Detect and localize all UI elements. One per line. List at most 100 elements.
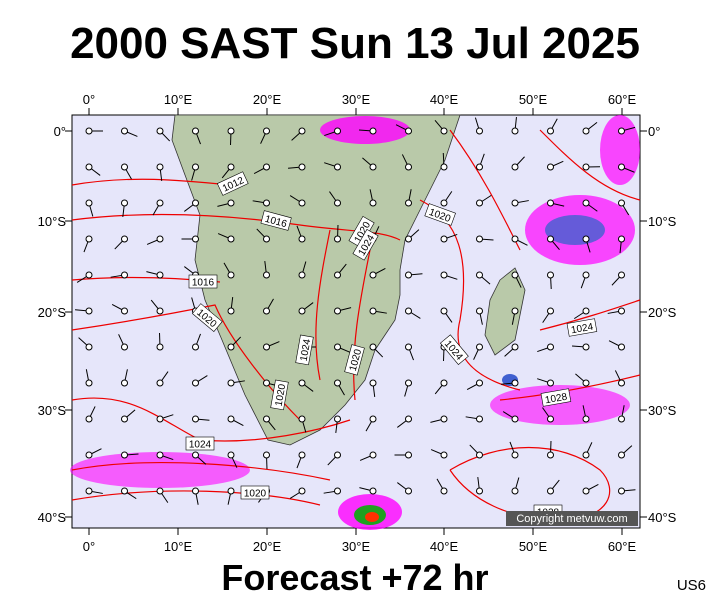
station [335, 308, 341, 314]
station [619, 200, 625, 206]
station [86, 164, 92, 170]
lat-label-right: 20°S [648, 305, 677, 320]
station [619, 416, 625, 422]
lat-label-right: 0° [648, 124, 660, 139]
station [228, 452, 234, 458]
title: 2000 SAST Sun 13 Jul 2025 [70, 19, 640, 68]
isobar-label-text: 1016 [192, 278, 215, 289]
station [86, 236, 92, 242]
station [477, 380, 483, 386]
station [441, 164, 447, 170]
station [193, 164, 199, 170]
station [370, 200, 376, 206]
station [583, 380, 589, 386]
isobar-label: 1024 [186, 437, 214, 451]
station [335, 272, 341, 278]
station [548, 308, 554, 314]
station [86, 200, 92, 206]
station [122, 272, 128, 278]
station [441, 200, 447, 206]
station [441, 236, 447, 242]
station [122, 308, 128, 314]
station [299, 236, 305, 242]
station [406, 272, 412, 278]
station [370, 164, 376, 170]
station [86, 344, 92, 350]
station [122, 200, 128, 206]
lon-label-bottom: 60°E [608, 539, 637, 554]
region-code: US6 [677, 577, 706, 594]
station [441, 452, 447, 458]
station [548, 164, 554, 170]
lon-label-top: 40°E [430, 92, 459, 107]
station [477, 308, 483, 314]
station [583, 452, 589, 458]
station [548, 200, 554, 206]
station [583, 164, 589, 170]
station [264, 452, 270, 458]
station [619, 380, 625, 386]
station [299, 200, 305, 206]
station [512, 236, 518, 242]
station [122, 488, 128, 494]
station [157, 488, 163, 494]
station [86, 272, 92, 278]
station [406, 128, 412, 134]
station [583, 236, 589, 242]
station [477, 416, 483, 422]
station [512, 416, 518, 422]
station [583, 488, 589, 494]
lat-label-right: 10°S [648, 214, 677, 229]
lat-label-left: 20°S [38, 305, 67, 320]
lon-label-bottom: 40°E [430, 539, 459, 554]
station [228, 308, 234, 314]
forecast-label: Forecast +72 hr [221, 557, 488, 598]
lon-label-bottom: 30°E [342, 539, 371, 554]
station [157, 452, 163, 458]
station [299, 452, 305, 458]
station [86, 380, 92, 386]
station [299, 272, 305, 278]
station [157, 344, 163, 350]
station [370, 380, 376, 386]
station [583, 272, 589, 278]
station [157, 308, 163, 314]
station [406, 416, 412, 422]
station [193, 452, 199, 458]
station [406, 380, 412, 386]
station [548, 416, 554, 422]
station [583, 416, 589, 422]
station [512, 200, 518, 206]
station [441, 416, 447, 422]
station [193, 200, 199, 206]
station [157, 200, 163, 206]
station [335, 344, 341, 350]
station [548, 236, 554, 242]
lon-label-top: 50°E [519, 92, 548, 107]
station [157, 128, 163, 134]
station [477, 236, 483, 242]
isobar-label: 1020 [241, 486, 269, 500]
lat-label-right: 30°S [648, 403, 677, 418]
station [548, 380, 554, 386]
station [335, 488, 341, 494]
station [264, 416, 270, 422]
station [406, 200, 412, 206]
station [264, 344, 270, 350]
station [299, 128, 305, 134]
station [441, 272, 447, 278]
station [122, 452, 128, 458]
station [441, 488, 447, 494]
station [228, 164, 234, 170]
station [548, 452, 554, 458]
station [583, 308, 589, 314]
station [441, 128, 447, 134]
station [193, 416, 199, 422]
station [477, 344, 483, 350]
station [370, 308, 376, 314]
copyright: Copyright metvuw.com [516, 513, 627, 525]
station [477, 272, 483, 278]
station [583, 200, 589, 206]
station [370, 272, 376, 278]
